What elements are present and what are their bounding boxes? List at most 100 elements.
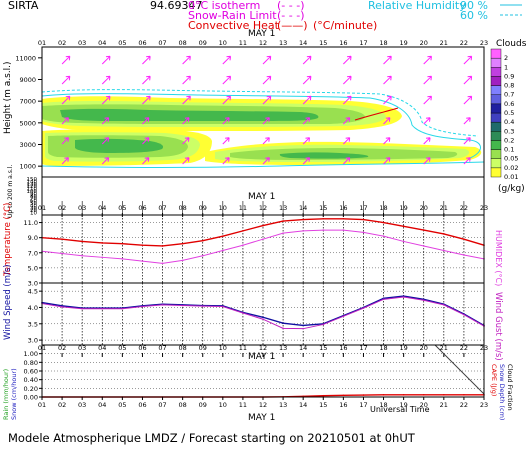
bottom-hour-label: 12 [259, 401, 267, 409]
wind-arrow [423, 55, 432, 65]
mid-hour-label: 03 [78, 204, 86, 212]
top-hour-label: 14 [299, 39, 307, 47]
wind-hour-label: 21 [440, 344, 448, 352]
colorbar-swatch [490, 121, 502, 132]
lowlevel-tick-label: 30 [30, 206, 37, 212]
wind-arrowhead [265, 137, 270, 142]
cloud-colorbar: 0.010.020.050.1 0.20.30.40.50.60.70.8 0.91… [490, 48, 518, 181]
wind-grid [41, 283, 485, 345]
wind-arrow [61, 55, 71, 65]
series-point [81, 255, 83, 257]
wind-arrow [463, 157, 471, 165]
colorbar-swatch [490, 94, 502, 105]
wind-hour-label: 13 [279, 344, 287, 352]
top-hour-label: 02 [58, 39, 66, 47]
wind-arrowhead [146, 95, 151, 101]
series-point [121, 307, 124, 310]
series-point [141, 305, 144, 308]
lowlevel-tick-label: 10 [30, 211, 37, 217]
top-hour-label: 09 [199, 39, 207, 47]
bottom-hour-label: 21 [440, 401, 448, 409]
bottom-hour-label: 18 [379, 401, 387, 409]
wind-arrowhead [305, 137, 310, 142]
mid-hour-label: 04 [98, 204, 106, 212]
y-tick-label: 3.5 [28, 320, 38, 328]
colorbar-swatch [490, 48, 502, 59]
bottom-hour-label: 14 [299, 401, 307, 409]
y-tick-label: 0.60 [24, 368, 38, 376]
wind-arrow [383, 75, 392, 85]
y-tick-label: 0.20 [24, 385, 38, 393]
series-point [121, 242, 124, 245]
colorbar-level: 0.05 [504, 155, 518, 163]
wind-arrow [222, 55, 231, 65]
series-point [121, 258, 124, 260]
top-hour-label: 17 [359, 39, 367, 47]
series-point [282, 322, 284, 324]
wind-arrow [302, 55, 312, 65]
lowlevel-tick-label: 70 [30, 196, 37, 202]
y-tick-label: 0.80 [24, 359, 38, 367]
series-point [262, 224, 264, 227]
legend-convective-label: Convective Heat [188, 19, 280, 32]
series-point [101, 256, 104, 259]
mid-hour-label: 08 [178, 204, 186, 212]
cloud-layer-upper-dark [60, 108, 319, 121]
cloud-fraction-ylabel: Cloud Fraction [506, 364, 514, 411]
series-point [181, 242, 184, 245]
colorbar-level: 2 [504, 54, 508, 62]
series-point [402, 296, 405, 298]
series-point [101, 242, 104, 244]
series-point [362, 231, 365, 234]
series-point [282, 327, 284, 330]
wind-arrow [423, 95, 432, 105]
mid-hour-label: 19 [399, 204, 407, 212]
wind-arrow [142, 157, 150, 165]
wind-hour-label: 15 [319, 344, 327, 352]
mid-hour-label: 09 [199, 204, 207, 212]
mid-hour-label: 16 [339, 204, 347, 212]
wind-arrow [383, 137, 391, 145]
wind-arrow [61, 95, 71, 105]
top-hour-label: 03 [78, 39, 86, 47]
convective-heat-line [354, 107, 399, 121]
series-point [342, 229, 345, 231]
top-hour-label: 21 [440, 39, 448, 47]
series-point [443, 233, 445, 235]
series-point [161, 304, 164, 306]
mid-hour-label: 15 [319, 204, 327, 212]
wind-arrowhead [385, 117, 391, 122]
colorbar-swatch [490, 57, 502, 68]
legend-rh-label: Relative Humidity [368, 0, 466, 12]
colorbar-unit: (g/kg) [498, 184, 525, 194]
legend-snow-rain-label: Snow-Rain Limit [188, 9, 277, 22]
height-tick-label: 9000 [19, 76, 36, 84]
wind-arrowhead [104, 117, 110, 122]
mid-hour-label: 20 [420, 204, 428, 212]
series-point [81, 307, 83, 310]
top-hour-label: 07 [158, 39, 166, 47]
bottom-hour-label: 07 [158, 401, 166, 409]
series-point [61, 238, 63, 240]
wind-arrowhead [144, 157, 150, 162]
lowlevel-tick-label: 90 [30, 191, 37, 197]
series-point [222, 305, 224, 308]
mid-hour-label: 22 [460, 204, 468, 212]
series-point [302, 218, 304, 221]
mid-hour-label: 10 [219, 204, 227, 212]
series-point [382, 221, 385, 224]
wind-arrow [262, 137, 270, 145]
wind-hour-label: 10 [219, 344, 227, 352]
series-point [81, 240, 83, 243]
colorbar-swatch [490, 67, 502, 77]
cloud-lowlevel-date: MAY 1 [248, 192, 275, 202]
wind-hour-label: 14 [299, 344, 307, 352]
wind-arrow [302, 117, 310, 125]
series-point [262, 316, 264, 319]
series-point [222, 235, 224, 237]
top-hour-label: 01 [38, 39, 46, 47]
series-point [382, 298, 385, 301]
colorbar-level: 0.3 [504, 127, 514, 135]
mid-hour-label: 02 [58, 204, 66, 212]
